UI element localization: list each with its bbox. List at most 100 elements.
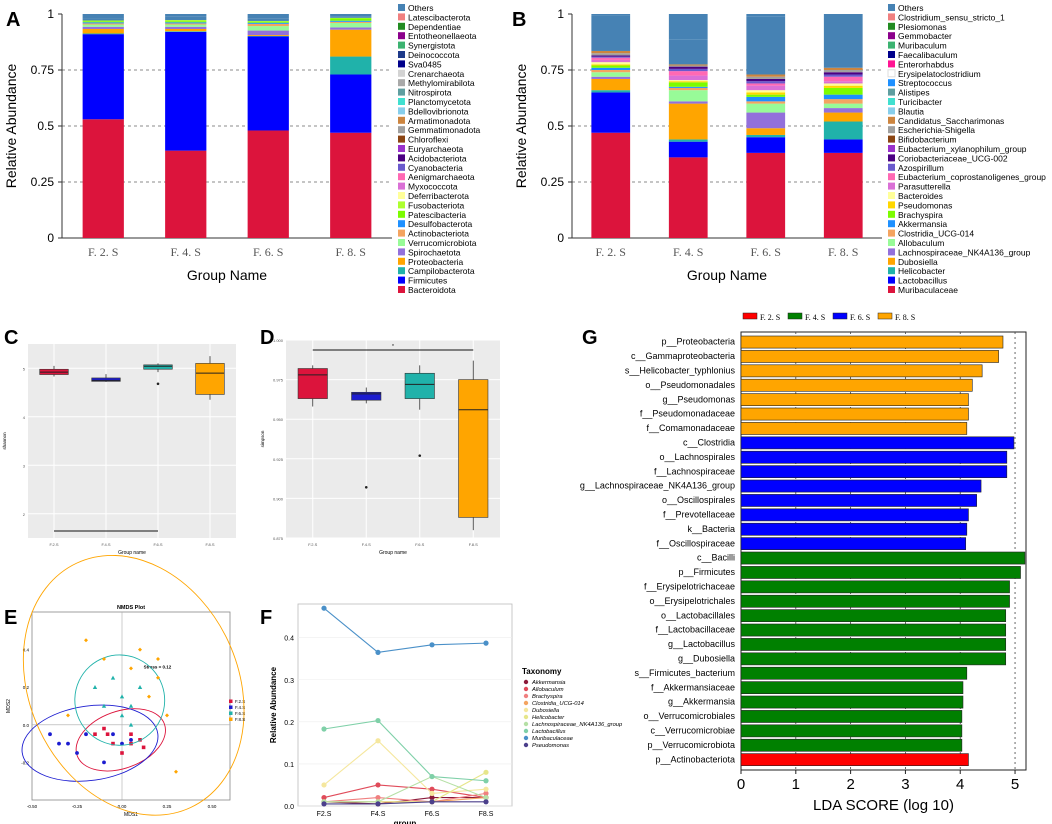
point-f-4-s xyxy=(111,732,115,737)
legend-label: Verrucomicrobiota xyxy=(408,238,477,248)
bar-segment-bacteroidota xyxy=(247,130,289,238)
y-tick-label: 1.000 xyxy=(273,338,284,343)
point-f-6-s xyxy=(110,675,116,680)
bar-segment-dubosiella xyxy=(591,78,631,91)
y-tick-label: 0.2 xyxy=(284,720,294,727)
bar-segment-parasutterella xyxy=(823,81,863,84)
bar-segment-fusobacteriota xyxy=(165,20,207,22)
legend-swatch xyxy=(523,742,529,748)
bar-segment-allobaculum xyxy=(668,90,708,102)
legend-swatch xyxy=(887,69,896,78)
x-tick-label: F. 4. S xyxy=(171,245,201,259)
bar-segment-pseudomonas xyxy=(591,64,631,66)
confidence-ellipse-f-2-s xyxy=(75,708,166,772)
x-tick-label: F4.S xyxy=(371,811,386,818)
legend-swatch xyxy=(888,51,895,58)
legend-label: Helicobacter xyxy=(898,266,945,276)
point-f-8-s xyxy=(129,666,133,671)
legend-label: Clostridium_sensu_stricto_1 xyxy=(898,12,1005,22)
legend-label: Others xyxy=(898,3,924,13)
bar-segment-remainder xyxy=(591,14,631,16)
lda-bar-p-proteobacteria xyxy=(740,335,1004,349)
lda-bar-label: s__Firmicutes_bacterium xyxy=(634,668,735,678)
lda-bar-label: s__Helicobacter_typhlonius xyxy=(625,366,736,376)
legend-swatch xyxy=(888,116,895,124)
box-outlier xyxy=(364,486,368,489)
legend-swatch xyxy=(888,135,895,143)
lda-bar-label: c__Bacilli xyxy=(697,553,735,563)
bar-segment-clostridia-ucg-014 xyxy=(668,87,708,91)
lda-bar-k-bacteria xyxy=(740,522,968,536)
legend-label: Lactobacillus xyxy=(532,729,566,735)
bar-segment-brachyspira xyxy=(591,65,631,68)
bar-segment-candidatus-saccharimonas xyxy=(823,67,863,70)
legend-swatch xyxy=(888,145,895,152)
bar-segment-others xyxy=(823,14,863,68)
legend-swatch xyxy=(523,679,529,685)
legend-swatch xyxy=(398,88,405,96)
legend-label: Chloroflexi xyxy=(408,135,448,145)
bar-segment-lachnospiraceae-nk4a136-group xyxy=(591,76,631,79)
y-axis-label: Relative Abundance xyxy=(269,666,278,743)
legend-swatch xyxy=(398,229,405,237)
point-f-2-s xyxy=(129,732,133,736)
lda-bar-label: o__Verrucomicrobiales xyxy=(643,711,735,721)
bar-segment-candidatus-saccharimonas xyxy=(668,64,708,66)
bar-segment-parasutterella xyxy=(591,59,631,63)
bar-segment-others xyxy=(668,39,708,65)
x-tick-label: F.4.S xyxy=(362,542,371,547)
bar-segment-fusobacteriota xyxy=(247,20,289,22)
legend-swatch xyxy=(398,154,405,162)
legend-swatch xyxy=(523,693,529,699)
legend-swatch xyxy=(888,98,895,105)
legend-label: Akkermansia xyxy=(898,219,947,229)
legend-swatch xyxy=(398,135,405,143)
y-tick-label: 0.875 xyxy=(273,536,284,541)
significance-label: * xyxy=(392,344,394,350)
legend-swatch xyxy=(398,239,405,246)
bar-segment-lactobacillus xyxy=(746,137,786,153)
panel-letter-g: G xyxy=(582,327,598,349)
point-f-8-s xyxy=(138,647,142,652)
x-axis-label: MDS1 xyxy=(124,812,138,818)
lda-bar-label: f__Lactobacillaceae xyxy=(655,625,735,635)
point-f-2-s xyxy=(111,741,115,746)
legend-label: Dubosiella xyxy=(532,708,560,714)
x-tick-label: F8.S xyxy=(479,811,494,818)
bar-segment-remainder xyxy=(165,14,207,17)
lda-bar-label: g__Lachnospiraceae_NK4A136_group xyxy=(580,481,735,491)
legend-swatch xyxy=(398,220,405,228)
panel-letter-d: D xyxy=(260,327,274,349)
y-tick-label: 0.0 xyxy=(23,723,30,728)
y-tick-label: 1 xyxy=(557,7,564,21)
bar-segment-allobaculum xyxy=(823,103,863,109)
bar-segment-actinobacteriota xyxy=(82,23,124,25)
y-axis-label: Relative Abundance xyxy=(3,64,19,189)
bar-segment-parasutterella xyxy=(668,75,708,81)
legend-label: Others xyxy=(408,3,434,13)
lda-bar-label: p__Actinobacteriota xyxy=(655,754,735,764)
y-tick-label: 0 xyxy=(557,231,564,245)
lda-bar-o-oscillospirales xyxy=(740,494,977,507)
legend-swatch xyxy=(888,154,895,162)
legend-label: Aenigmarchaeota xyxy=(408,172,475,182)
series-point-allobaculum xyxy=(429,786,435,792)
series-point-muribaculaceae xyxy=(321,605,327,611)
legend-label: Escherichia-Shigella xyxy=(898,125,975,135)
panel-e-chart: NMDS Plot -0.50 -0.25 0.00 0.25 0.50 -0.2 0.0 0.… xyxy=(6,554,245,818)
bar-segment-others xyxy=(591,15,631,51)
legend-label: Deferribacterota xyxy=(408,191,469,201)
legend-swatch xyxy=(229,705,233,709)
lda-bar-g-lachnospiraceae-nk4a136-group xyxy=(740,479,982,493)
legend-swatch xyxy=(398,192,405,199)
series-point-pseudomonas xyxy=(429,799,435,805)
legend-swatch xyxy=(398,267,405,275)
bar-segment-verrucomicrobiota xyxy=(165,24,207,27)
bar-segment-escherichia-shigella xyxy=(823,70,863,73)
legend-swatch xyxy=(888,210,895,218)
panel-letter-c: C xyxy=(4,327,18,349)
box-f-6-s xyxy=(404,372,435,399)
legend-swatch xyxy=(888,248,895,256)
bar-segment-lactobacillus xyxy=(668,141,708,158)
series-line-allobaculum xyxy=(323,784,487,799)
